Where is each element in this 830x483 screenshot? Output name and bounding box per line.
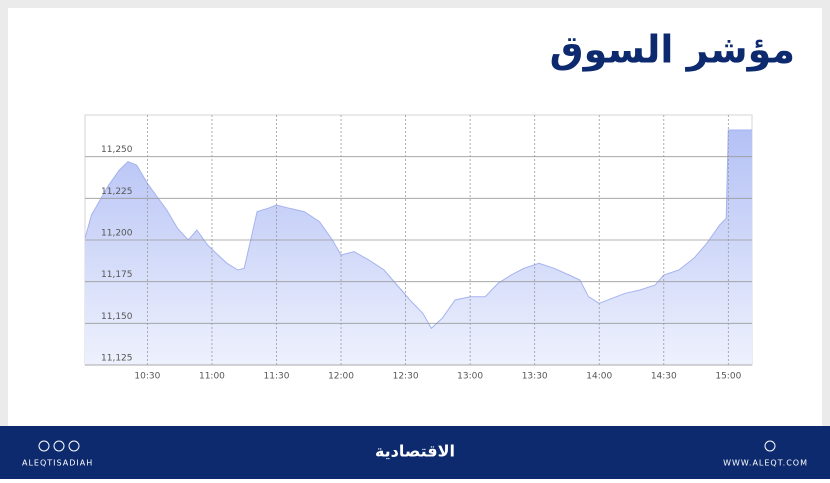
- footer-handle: ALEQTISADIAH: [22, 459, 93, 468]
- footer-website: WWW.ALEQT.COM: [723, 459, 808, 468]
- x-tick-label: 13:30: [522, 372, 548, 382]
- x-tick-label: 13:00: [457, 372, 483, 382]
- y-tick-label: 11,125: [101, 354, 133, 364]
- x-tick-label: 12:00: [328, 372, 354, 382]
- x-tick-label: 11:00: [199, 372, 225, 382]
- footer-bar: [0, 426, 830, 479]
- icon-web: [764, 440, 776, 452]
- x-tick-label: 12:30: [393, 372, 419, 382]
- x-tick-label: 15:00: [715, 372, 741, 382]
- icon-facebook: [53, 440, 65, 452]
- y-tick-label: 11,225: [101, 187, 133, 197]
- x-tick-label: 14:00: [586, 372, 612, 382]
- plot: 11,125 11,150 11,175 11,200 11,225 11,250 10:3…: [84, 115, 752, 382]
- x-tick-label: 10:30: [134, 372, 160, 382]
- area-fill: [85, 130, 752, 365]
- x-tick-label: 11:30: [264, 372, 290, 382]
- y-tick-label: 11,150: [101, 312, 133, 322]
- y-tick-label: 11,200: [101, 229, 133, 239]
- x-tick-label: 14:30: [651, 372, 677, 382]
- footer-brand: الاقتصادية: [375, 442, 455, 461]
- y-tick-label: 11,250: [101, 145, 133, 155]
- icon-instagram: [38, 440, 50, 452]
- icon-twitter: [68, 440, 80, 452]
- y-tick-label: 11,175: [101, 270, 133, 280]
- area-line: [84, 129, 752, 330]
- chart-title: مؤشر السوق: [550, 28, 795, 72]
